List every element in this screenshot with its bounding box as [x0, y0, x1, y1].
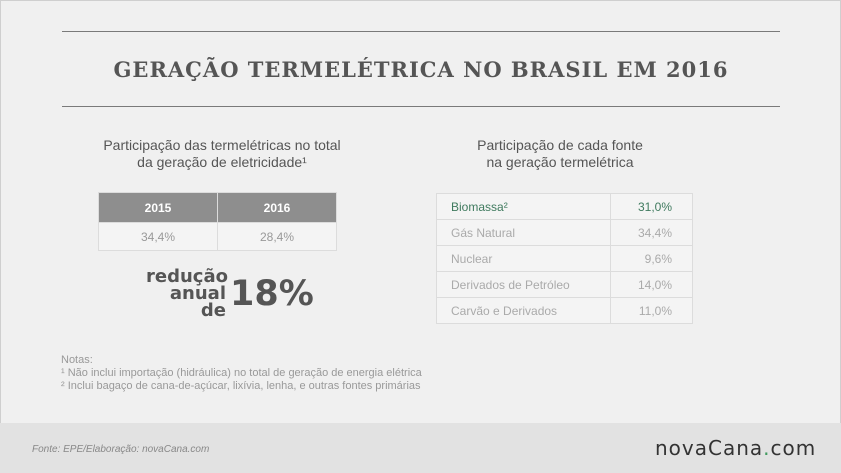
reduction-callout: redução anual de 18% [146, 266, 314, 321]
source-value: 31,0% [610, 193, 693, 220]
table-row: Derivados de Petróleo 14,0% [436, 271, 693, 298]
source-name: Nuclear [436, 245, 611, 272]
reduction-label-line1: redução [146, 266, 228, 287]
page-title: GERAÇÃO TERMELÉTRICA NO BRASIL EM 2016 [113, 57, 729, 82]
right-section-title: Participação de cada fonte na geração te… [410, 137, 710, 171]
source-name: Carvão e Derivados [436, 297, 611, 324]
left-title-line1: Participação das termelétricas no total [103, 137, 341, 153]
notes-heading: Notas: [61, 354, 93, 366]
table-row: Gás Natural 34,4% [436, 219, 693, 246]
left-title-line2: da geração de eletricidade¹ [137, 154, 307, 170]
left-section-title: Participação das termelétricas no total … [62, 137, 382, 171]
year-table-row: 34,4% 28,4% [98, 222, 337, 251]
logo-dot: . [763, 436, 771, 460]
reduction-label-line2: anual de [169, 283, 226, 321]
source-name: Derivados de Petróleo [436, 271, 611, 298]
reduction-value: 18% [230, 273, 314, 314]
source-value: 14,0% [610, 271, 693, 298]
source-credit: Fonte: EPE/Elaboração: novaCana.com [32, 444, 210, 455]
note-2: ² Inclui bagaço de cana-de-açúcar, lixív… [61, 380, 421, 392]
top-divider [62, 31, 780, 32]
year-value-2015: 34,4% [98, 222, 218, 251]
year-value-2016: 28,4% [217, 222, 337, 251]
table-row: Nuclear 9,6% [436, 245, 693, 272]
source-value: 11,0% [610, 297, 693, 324]
bottom-divider [62, 106, 780, 107]
table-row: Biomassa² 31,0% [436, 193, 693, 220]
source-value: 34,4% [610, 219, 693, 246]
source-table: Biomassa² 31,0% Gás Natural 34,4% Nuclea… [436, 193, 693, 324]
note-1: ¹ Não inclui importação (hidráulica) no … [61, 367, 422, 379]
reduction-label: redução anual de [146, 266, 228, 321]
table-row: Carvão e Derivados 11,0% [436, 297, 693, 324]
year-header-2016: 2016 [217, 192, 337, 223]
logo-tld: com [770, 436, 817, 460]
year-table: 2015 2016 34,4% 28,4% [98, 192, 337, 251]
logo-main: novaCana [655, 436, 764, 460]
novacana-logo: novaCana.com [655, 436, 816, 460]
source-name: Biomassa² [436, 193, 611, 220]
source-name: Gás Natural [436, 219, 611, 246]
footer-bar [0, 423, 841, 473]
notes: Notas: ¹ Não inclui importação (hidráuli… [61, 354, 422, 393]
year-table-header-row: 2015 2016 [98, 192, 337, 223]
right-title-line2: na geração termelétrica [486, 154, 634, 170]
year-header-2015: 2015 [98, 192, 218, 223]
source-value: 9,6% [610, 245, 693, 272]
right-title-line1: Participação de cada fonte [477, 137, 643, 153]
